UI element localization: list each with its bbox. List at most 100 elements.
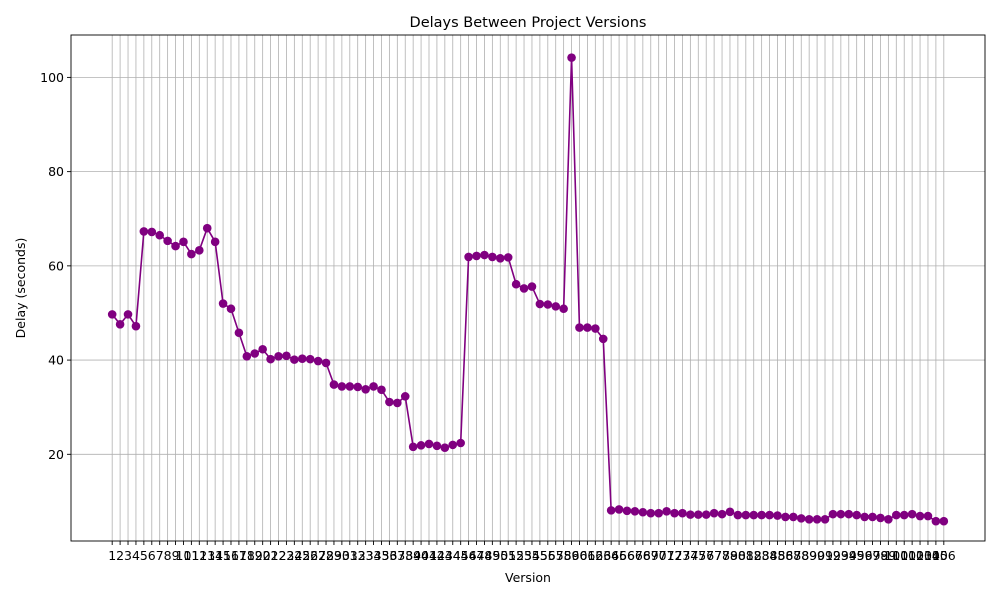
data-point xyxy=(884,515,893,524)
data-point xyxy=(559,304,568,314)
data-point xyxy=(488,252,497,262)
x-tick-label: 101 xyxy=(892,548,916,563)
data-point xyxy=(891,510,901,520)
data-point xyxy=(796,514,806,523)
x-tick-label: 60 xyxy=(572,548,588,563)
x-tick-label: 25 xyxy=(294,548,310,563)
x-tick-label: 15 xyxy=(215,548,231,563)
data-point xyxy=(210,237,220,247)
x-tick-label: 40 xyxy=(413,548,429,563)
data-point xyxy=(915,511,925,521)
x-tick-label: 48 xyxy=(476,548,492,563)
grid-layer xyxy=(71,35,985,541)
data-point xyxy=(385,397,394,407)
x-tick-label: 90 xyxy=(809,548,825,563)
x-tick-label: 54 xyxy=(524,548,540,563)
x-tick-label: 95 xyxy=(849,548,865,563)
x-axis-label: Version xyxy=(505,570,551,585)
data-point xyxy=(725,507,735,517)
data-point xyxy=(868,512,877,522)
data-point xyxy=(361,384,370,394)
data-point xyxy=(115,319,125,329)
data-point xyxy=(163,236,172,246)
x-tick-label: 26 xyxy=(302,548,318,563)
data-point xyxy=(591,324,600,333)
x-tick-label: 2 xyxy=(116,548,124,563)
x-tick-label: 104 xyxy=(916,548,940,563)
y-tick-label: 60 xyxy=(48,258,64,273)
x-tick-label: 18 xyxy=(239,548,255,563)
x-tick-label: 24 xyxy=(286,548,302,563)
data-point xyxy=(844,509,854,519)
x-tick-label: 43 xyxy=(437,548,453,563)
x-tick-label: 47 xyxy=(469,548,485,563)
data-point xyxy=(749,510,759,520)
data-point xyxy=(400,392,410,401)
x-tick-label: 79 xyxy=(722,548,738,563)
data-point xyxy=(820,515,830,524)
x-tick-label: 55 xyxy=(532,548,548,563)
data-point xyxy=(139,227,149,236)
data-point xyxy=(187,249,196,259)
x-tick-label: 61 xyxy=(579,548,595,563)
x-tick-label: 105 xyxy=(924,548,948,563)
x-tick-label: 35 xyxy=(374,548,390,563)
x-tick-label: 73 xyxy=(674,548,690,563)
data-point xyxy=(456,438,465,448)
data-point xyxy=(773,511,782,520)
data-point xyxy=(123,310,133,319)
x-tick-label: 14 xyxy=(207,548,223,563)
data-point xyxy=(860,512,869,522)
data-point xyxy=(662,507,671,516)
data-point xyxy=(757,510,766,520)
data-point xyxy=(709,508,719,518)
x-tick-label: 8 xyxy=(164,548,172,563)
x-tick-label: 32 xyxy=(350,548,366,563)
data-point xyxy=(852,510,861,520)
x-tick-label: 57 xyxy=(548,548,564,563)
data-point xyxy=(693,510,703,519)
x-tick-label: 37 xyxy=(389,548,405,563)
x-tick-label: 78 xyxy=(714,548,730,563)
x-tick-label: 98 xyxy=(872,548,888,563)
data-point xyxy=(876,513,885,523)
x-tick-label: 58 xyxy=(556,548,572,563)
x-tick-label: 30 xyxy=(334,548,350,563)
x-tick-label: 41 xyxy=(421,548,437,563)
data-point xyxy=(789,512,798,522)
x-tick-label: 45 xyxy=(453,548,469,563)
data-point xyxy=(527,282,537,291)
x-tick-label: 34 xyxy=(366,548,382,563)
data-point xyxy=(701,510,711,519)
x-tick-label: 52 xyxy=(508,548,524,563)
x-tick-label: 33 xyxy=(358,548,374,563)
x-tick-label: 103 xyxy=(908,548,932,563)
data-point xyxy=(448,440,458,450)
x-tick-label: 75 xyxy=(690,548,706,563)
chart-title: Delays Between Project Versions xyxy=(410,15,647,31)
x-tick-label: 83 xyxy=(754,548,770,563)
data-point xyxy=(630,507,640,516)
data-point xyxy=(939,516,949,526)
data-point xyxy=(266,354,275,364)
data-point xyxy=(511,279,521,289)
data-point xyxy=(598,334,608,344)
data-point xyxy=(480,250,489,260)
x-tick-label: 23 xyxy=(278,548,294,563)
x-tick-label: 94 xyxy=(841,548,857,563)
x-tick-label: 3 xyxy=(124,548,132,563)
x-tick-label: 49 xyxy=(484,548,500,563)
x-tick-label: 28 xyxy=(318,548,334,563)
data-point xyxy=(377,385,386,395)
data-point xyxy=(416,441,426,450)
x-tick-label: 19 xyxy=(247,548,263,563)
data-point xyxy=(250,349,260,358)
x-tick-label: 50 xyxy=(492,548,508,563)
x-tick-label: 21 xyxy=(263,548,279,563)
data-point xyxy=(107,310,117,319)
data-point xyxy=(678,508,687,518)
marker-layer xyxy=(107,53,949,526)
x-tick-label: 11 xyxy=(183,548,199,563)
x-tick-label: 67 xyxy=(627,548,643,563)
